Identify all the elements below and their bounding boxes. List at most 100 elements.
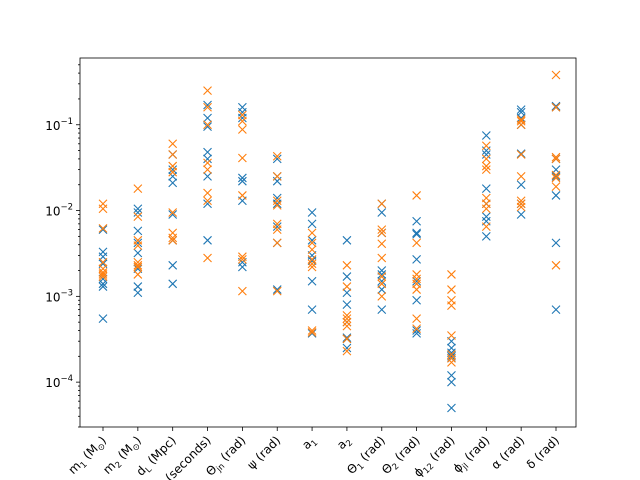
data-point — [516, 172, 526, 181]
data-point — [481, 150, 491, 159]
data-point — [481, 184, 491, 194]
data-point — [272, 176, 282, 186]
data-point — [377, 228, 387, 238]
data-point — [272, 199, 282, 209]
y-tick-label: 10−4 — [45, 374, 73, 390]
data-point — [412, 238, 422, 248]
data-point — [168, 279, 178, 289]
data-point — [377, 225, 387, 234]
data-point — [342, 272, 352, 281]
data-point — [412, 314, 422, 324]
data-point — [98, 268, 108, 277]
data-point — [133, 282, 143, 291]
data-point — [98, 270, 108, 279]
data-point — [272, 238, 282, 248]
data-point — [203, 147, 212, 157]
data-point — [516, 199, 526, 209]
data-point — [447, 285, 456, 294]
data-point — [551, 152, 561, 162]
data-point — [168, 172, 178, 181]
data-point — [98, 272, 108, 281]
data-point — [551, 173, 561, 183]
data-marks — [98, 70, 561, 413]
x-tick-label: a2 — [334, 433, 355, 454]
y-tick-label: 10−1 — [45, 117, 73, 133]
data-point — [516, 196, 526, 206]
data-point — [237, 173, 247, 183]
data-point — [307, 305, 317, 315]
data-point — [237, 176, 247, 186]
data-point — [203, 122, 212, 132]
data-point — [447, 270, 456, 279]
data-point — [307, 329, 317, 338]
data-point — [307, 228, 317, 238]
data-point — [203, 235, 212, 245]
x-tick-label: ψ (rad) — [244, 433, 283, 472]
data-point — [203, 199, 212, 209]
data-point — [342, 343, 352, 353]
data-point — [447, 370, 456, 380]
data-point — [412, 270, 422, 279]
data-point — [551, 182, 561, 192]
data-point — [342, 288, 352, 298]
data-point — [481, 165, 491, 175]
data-point — [237, 113, 247, 123]
data-point — [342, 333, 352, 343]
data-point — [481, 141, 491, 151]
data-point — [133, 212, 143, 221]
data-point — [447, 357, 456, 367]
data-point — [237, 153, 247, 163]
data-point — [272, 285, 282, 294]
data-point — [516, 116, 526, 126]
x-tick-label: a1 — [299, 433, 320, 454]
data-point — [168, 139, 178, 149]
data-point — [168, 208, 178, 217]
data-point — [307, 262, 317, 272]
data-point — [551, 172, 561, 181]
data-point — [133, 238, 143, 248]
data-point — [307, 219, 317, 229]
data-point — [412, 216, 422, 226]
data-point — [447, 331, 456, 340]
data-point — [237, 252, 247, 262]
data-point — [516, 149, 526, 159]
data-point — [516, 105, 526, 115]
data-point — [203, 188, 212, 198]
data-point — [168, 161, 178, 171]
data-point — [342, 314, 352, 324]
data-point — [377, 272, 387, 281]
data-point — [377, 279, 387, 289]
data-point — [133, 260, 143, 270]
data-point — [203, 100, 212, 110]
data-point — [516, 113, 526, 123]
data-point — [133, 270, 143, 279]
data-point — [516, 180, 526, 190]
data-point — [377, 305, 387, 315]
plot-frame — [79, 57, 577, 428]
data-point — [412, 191, 422, 200]
data-point — [342, 346, 352, 356]
data-point — [307, 276, 317, 286]
data-point — [272, 151, 282, 161]
data-point — [133, 248, 143, 258]
data-point — [272, 286, 282, 296]
y-axis: 10−4 10−3 10−2 10−1 — [45, 64, 80, 428]
data-point — [168, 178, 178, 188]
data-point — [203, 196, 212, 206]
data-point — [133, 226, 143, 236]
data-point — [516, 210, 526, 219]
data-point — [342, 334, 352, 344]
data-point — [412, 228, 422, 238]
data-point — [203, 165, 212, 175]
data-point — [481, 231, 491, 241]
data-point — [272, 172, 282, 181]
data-point — [237, 254, 247, 264]
data-point — [133, 241, 143, 251]
data-point — [377, 253, 387, 263]
x-axis: m1 (M⊙)m2 (M⊙)dL (Mpc)tc (seconds)Θjn (r… — [65, 427, 562, 480]
data-point — [481, 212, 491, 221]
data-point — [412, 295, 422, 305]
data-point — [98, 223, 108, 233]
data-point — [447, 353, 456, 363]
data-point — [98, 257, 108, 267]
